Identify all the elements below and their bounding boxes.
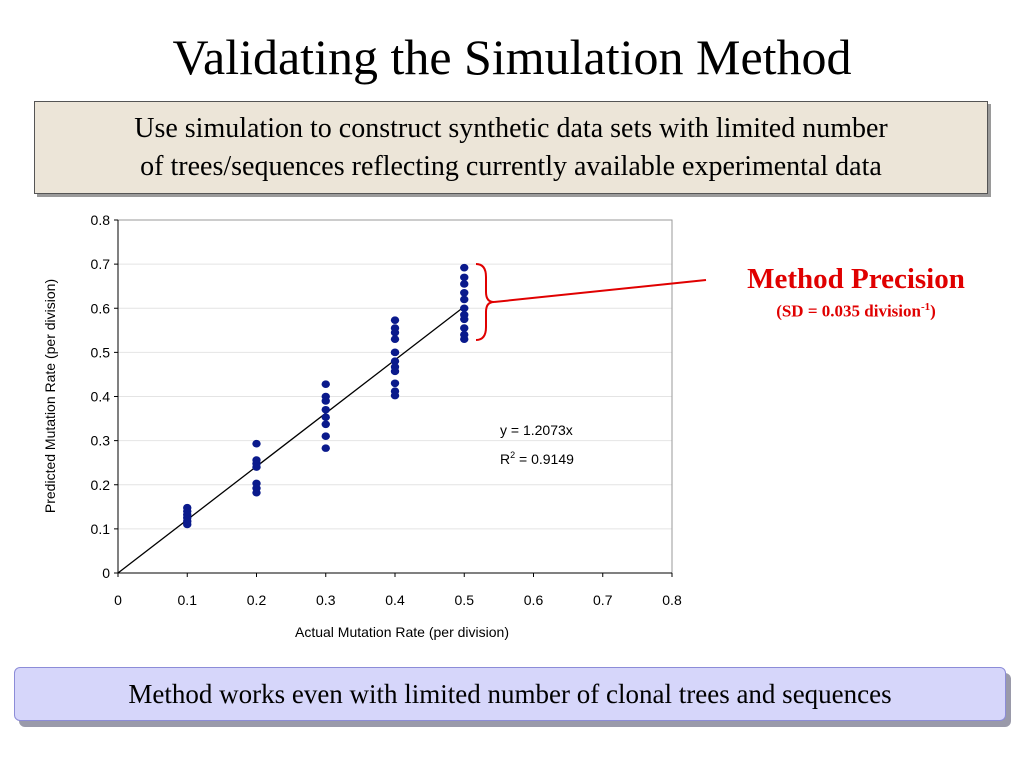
y-tick-label: 0 (102, 565, 110, 581)
data-point (460, 304, 469, 313)
chart-tick-labels: 0 0.1 0.2 0.3 0.4 0.5 0.6 0.7 0.8 0 0.1 0.2 0.3 0.4 0.… (91, 212, 682, 608)
x-axis-label: Actual Mutation Rate (per division) (295, 624, 509, 640)
data-point (460, 263, 469, 272)
data-point (390, 316, 400, 324)
data-point (321, 444, 330, 452)
y-tick-label: 0.6 (91, 300, 111, 316)
data-point (321, 420, 330, 429)
x-tick-label: 0.1 (178, 592, 198, 608)
x-tick-label: 0.6 (524, 592, 544, 608)
data-point (390, 335, 400, 343)
x-tick-label: 0.7 (593, 592, 613, 608)
page-title: Validating the Simulation Method (172, 29, 852, 85)
y-axis-label: Predicted Mutation Rate (per division) (42, 279, 58, 513)
precision-brace (475, 263, 495, 341)
chart-axes (114, 219, 673, 577)
trendline (117, 306, 465, 574)
x-tick-label: 0.2 (247, 592, 267, 608)
conclusion-box: Method works even with limited number of… (14, 667, 1006, 721)
precision-pointer (493, 279, 707, 303)
x-tick-label: 0.3 (316, 592, 336, 608)
data-point (321, 380, 330, 388)
x-tick-label: 0.8 (662, 592, 682, 608)
method-precision-sd: (SD = 0.035 division-1) (776, 301, 936, 321)
y-tick-label: 0.4 (91, 389, 111, 405)
data-point (321, 405, 330, 414)
data-point (321, 432, 330, 441)
chart-gridlines (118, 263, 672, 530)
y-tick-label: 0.1 (91, 521, 111, 537)
data-point (460, 330, 469, 339)
data-point (460, 311, 469, 319)
data-point (460, 273, 469, 282)
data-point (460, 280, 469, 288)
data-points (183, 263, 469, 529)
data-point (390, 357, 400, 366)
y-tick-label: 0.3 (91, 433, 111, 449)
method-precision-title: Method Precision (747, 263, 965, 295)
data-point (460, 324, 469, 332)
data-point (460, 295, 469, 304)
trendline-equation: y = 1.2073x (500, 422, 573, 438)
intro-box: Use simulation to construct synthetic da… (34, 101, 988, 194)
data-point (252, 439, 261, 448)
data-point (321, 413, 330, 422)
r-squared-label: R2 = 0.9149 (500, 450, 574, 467)
intro-line-1: Use simulation to construct synthetic da… (134, 113, 888, 144)
method-precision-annotation: Method Precision (SD = 0.035 division-1) (706, 262, 1006, 323)
data-point (390, 324, 400, 332)
data-point (183, 503, 192, 512)
data-point (390, 387, 400, 396)
data-point (252, 479, 261, 488)
data-point (390, 348, 400, 357)
y-tick-label: 0.7 (91, 256, 111, 272)
y-tick-label: 0.8 (91, 212, 111, 228)
intro-line-2: of trees/sequences reflecting currently … (140, 151, 882, 182)
data-point (390, 363, 400, 371)
data-point (390, 379, 400, 388)
data-point (252, 456, 261, 464)
x-tick-label: 0.5 (455, 592, 475, 608)
x-tick-label: 0 (114, 592, 122, 608)
data-point (460, 289, 469, 297)
y-tick-label: 0.5 (91, 344, 111, 360)
y-tick-label: 0.2 (91, 477, 111, 493)
data-point (321, 392, 330, 401)
x-tick-label: 0.4 (385, 592, 405, 608)
